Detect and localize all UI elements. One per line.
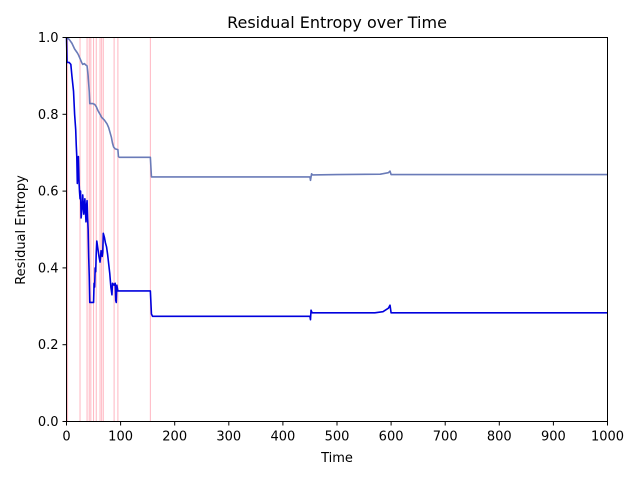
series-line-1 bbox=[66, 36, 608, 182]
x-tick-label: 700 bbox=[433, 430, 458, 445]
y-tick-label: 0.0 bbox=[38, 415, 59, 430]
x-tick-label: 900 bbox=[541, 430, 566, 445]
series-line-2 bbox=[65, 37, 608, 321]
y-tick-label: 0.8 bbox=[38, 108, 59, 123]
y-tick-label: 0.2 bbox=[38, 338, 59, 353]
y-axis-label: Residual Entropy bbox=[14, 175, 29, 285]
x-tick-label: 1000 bbox=[591, 430, 624, 445]
x-tick-label: 600 bbox=[379, 430, 404, 445]
x-tick-label: 200 bbox=[162, 430, 187, 445]
x-tick-label: 800 bbox=[487, 430, 512, 445]
x-tick-label: 300 bbox=[216, 430, 241, 445]
y-tick-label: 0.6 bbox=[38, 185, 59, 200]
x-axis-ticks: 0 100 200 300 400 500 600 700 800 900 1000 bbox=[62, 421, 624, 445]
x-tick-label: 500 bbox=[325, 430, 350, 445]
x-tick-label: 100 bbox=[108, 430, 133, 445]
y-tick-label: 1.0 bbox=[38, 31, 59, 46]
y-axis-ticks: 0.0 0.2 0.4 0.6 0.8 1.0 bbox=[38, 31, 67, 430]
vertical-marker-lines bbox=[67, 37, 151, 422]
data-series bbox=[65, 36, 608, 321]
x-axis-label: Time bbox=[320, 451, 353, 466]
chart-title: Residual Entropy over Time bbox=[227, 13, 447, 32]
x-tick-label: 0 bbox=[62, 430, 70, 445]
y-tick-label: 0.4 bbox=[38, 261, 59, 276]
x-tick-label: 400 bbox=[270, 430, 295, 445]
